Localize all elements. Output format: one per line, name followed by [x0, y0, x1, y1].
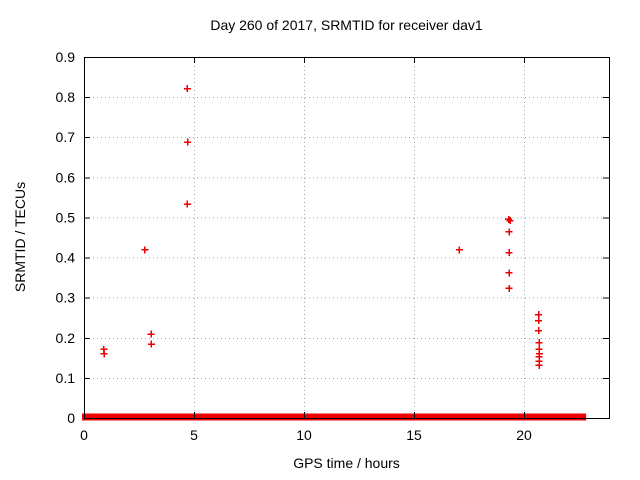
x-tick-label: 20	[516, 427, 532, 443]
data-point-marker	[506, 217, 514, 225]
data-point-marker	[141, 246, 149, 254]
chart-title: Day 260 of 2017, SRMTID for receiver dav…	[210, 17, 483, 33]
data-point-marker	[535, 327, 543, 335]
data-point-marker	[535, 361, 543, 369]
data-point-marker	[505, 249, 513, 257]
plot-border	[84, 57, 610, 419]
zero-line-band-segment	[222, 413, 376, 421]
x-axis-label: GPS time / hours	[293, 455, 400, 471]
data-point-marker	[183, 200, 191, 208]
data-point-marker	[505, 284, 513, 292]
data-point-marker	[100, 350, 108, 358]
data-point-marker	[505, 269, 513, 277]
x-tick-label: 10	[296, 427, 312, 443]
data-point-marker	[505, 215, 513, 223]
data-point-marker	[535, 339, 543, 347]
y-tick-label: 0.3	[56, 290, 76, 306]
x-tick-label: 0	[80, 427, 88, 443]
data-point-marker	[455, 246, 463, 254]
x-tick-label: 5	[190, 427, 198, 443]
y-tick-label: 0.4	[56, 250, 76, 266]
y-tick-label: 0	[67, 410, 75, 426]
zero-line-band-segment	[82, 413, 139, 421]
data-point-marker	[147, 330, 155, 338]
data-point-marker	[147, 340, 155, 348]
zero-line-band-segment	[374, 413, 538, 421]
x-tick-label: 15	[406, 427, 422, 443]
data-point-marker	[505, 228, 513, 236]
zero-line-band-segment	[537, 413, 587, 421]
y-tick-label: 0.6	[56, 169, 76, 185]
y-tick-label: 0.1	[56, 370, 76, 386]
y-tick-label: 0.9	[56, 49, 76, 65]
data-point-marker	[183, 85, 191, 93]
data-point-marker	[184, 138, 192, 146]
data-point-marker	[535, 317, 543, 325]
y-tick-label: 0.8	[56, 89, 76, 105]
zero-line-band-segment	[137, 413, 224, 421]
data-point-marker	[535, 311, 543, 319]
y-tick-label: 0.5	[56, 209, 76, 225]
y-tick-label: 0.2	[56, 330, 76, 346]
y-tick-label: 0.7	[56, 129, 76, 145]
